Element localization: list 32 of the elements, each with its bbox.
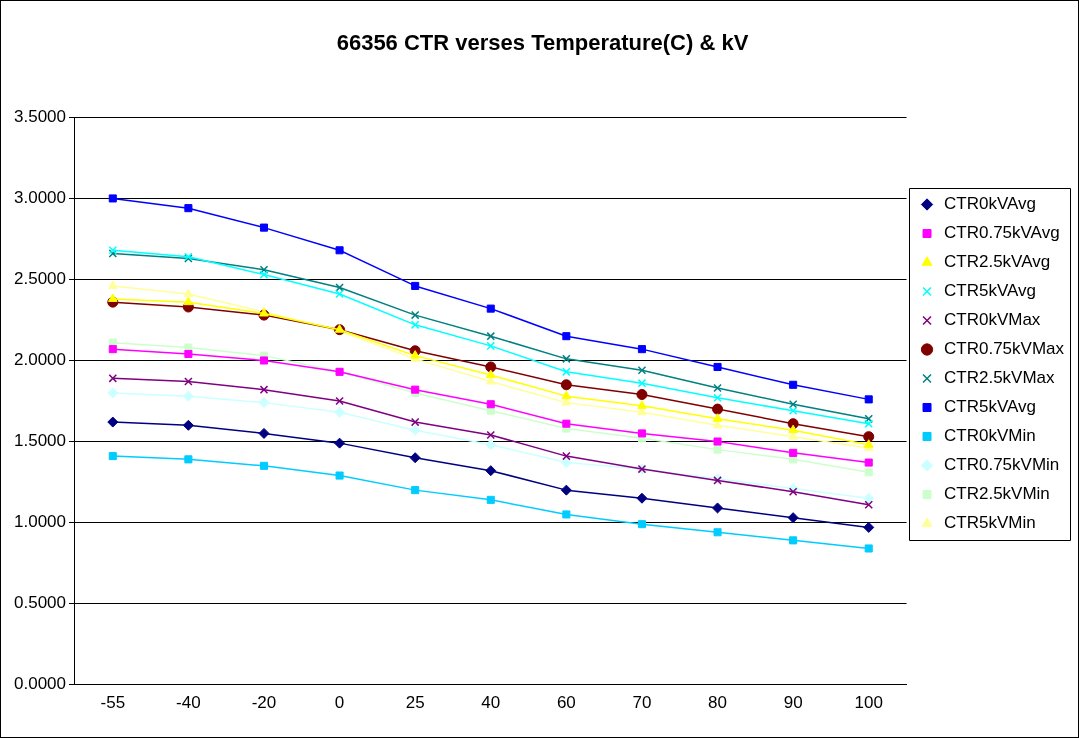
x-tick-label: 80 bbox=[708, 693, 727, 713]
chart-title: 66356 CTR verses Temperature(C) & kV bbox=[336, 30, 749, 56]
legend-label: CTR0kVMin bbox=[944, 426, 1036, 446]
x-tick-label: 0 bbox=[334, 693, 345, 713]
x-tick-label: 25 bbox=[405, 693, 425, 713]
y-tick-label: 3.5000 bbox=[14, 107, 66, 127]
x-tick-label: 60 bbox=[556, 693, 576, 713]
legend-label: CTR0.75kVAvg bbox=[944, 223, 1060, 243]
x-tick-label: 40 bbox=[481, 693, 501, 713]
y-tick-label: 1.5000 bbox=[14, 431, 66, 451]
x-tick-label: -20 bbox=[251, 693, 277, 713]
legend-label: CTR2.5kVAvg bbox=[944, 252, 1051, 272]
legend-label: CTR0kVMax bbox=[944, 310, 1041, 330]
x-tick-label: -55 bbox=[100, 693, 126, 713]
legend-label: CTR0.75kVMin bbox=[944, 455, 1060, 475]
y-tick-label: 0.0000 bbox=[14, 674, 66, 694]
legend-label: CTR5kVAvg bbox=[944, 281, 1036, 301]
legend-label: CTR5kVMin bbox=[944, 513, 1036, 533]
legend-label: CTR2.5kVMin bbox=[944, 484, 1050, 504]
legend-label: CTR2.5kVMax bbox=[944, 368, 1056, 388]
x-tick-label: 100 bbox=[854, 693, 883, 713]
y-tick-label: 3.0000 bbox=[14, 188, 66, 208]
x-tick-label: 70 bbox=[632, 693, 652, 713]
y-tick-label: 1.0000 bbox=[14, 512, 66, 532]
x-tick-label: 90 bbox=[783, 693, 803, 713]
legend-label: CTR0kVAvg bbox=[944, 194, 1036, 214]
legend-label: CTR5kVAvg bbox=[944, 397, 1036, 417]
y-tick-label: 2.5000 bbox=[14, 269, 66, 289]
legend-label: CTR0.75kVMax bbox=[944, 339, 1065, 359]
y-tick-label: 0.5000 bbox=[14, 593, 66, 613]
x-tick-label: -40 bbox=[176, 693, 201, 713]
y-tick-label: 2.0000 bbox=[14, 350, 66, 370]
